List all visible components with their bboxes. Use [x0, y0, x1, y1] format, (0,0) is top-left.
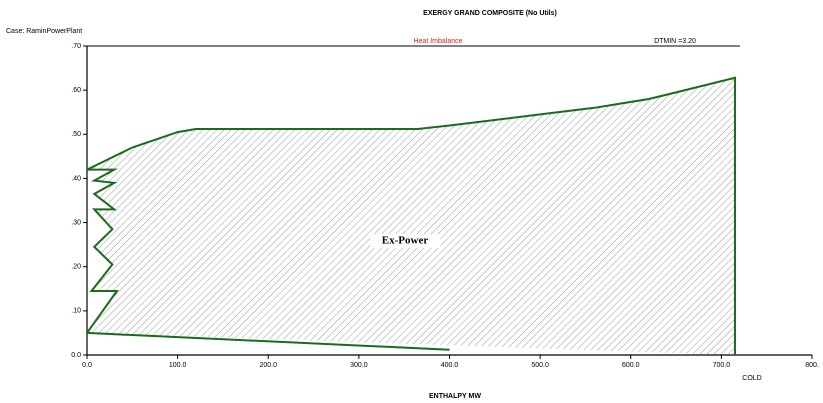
label-bg	[370, 234, 440, 248]
x-tick-label: 700.0	[713, 362, 731, 369]
dtmin: DTMIN =3.20	[654, 38, 696, 45]
y-tick-label: .20	[71, 264, 81, 271]
x-tick-label: 100.0	[169, 362, 187, 369]
x-tick-label: 600.0	[622, 362, 640, 369]
curve	[86, 331, 450, 351]
side-label: COLD	[742, 375, 761, 382]
chart-title: EXERGY GRAND COMPOSITE (No Utils)	[423, 10, 557, 17]
y-tick-label: .60	[71, 87, 81, 94]
y-tick-label: .70	[71, 43, 81, 50]
y-tick-label: .50	[71, 131, 81, 138]
region-label: Ex-Power	[382, 235, 429, 247]
y-tick-label: .10	[71, 308, 81, 315]
warning: Heat Imbalance	[413, 38, 462, 45]
x-tick-label: 800.	[805, 362, 819, 369]
y-tick-label: .30	[71, 219, 81, 226]
x-tick-label: 0.0	[82, 362, 92, 369]
y-tick-label: 0.0	[71, 352, 81, 359]
x-tick-label: 300.0	[350, 362, 368, 369]
y-tick-label: .40	[71, 175, 81, 182]
x-tick-label: 400.0	[441, 362, 459, 369]
curve	[86, 76, 736, 355]
x-tick-label: 500.0	[531, 362, 549, 369]
case-label: Case: RaminPowerPlant	[6, 28, 82, 35]
x-tick-label: 200.0	[259, 362, 277, 369]
x-axis-title: ENTHALPY MW	[429, 393, 481, 400]
